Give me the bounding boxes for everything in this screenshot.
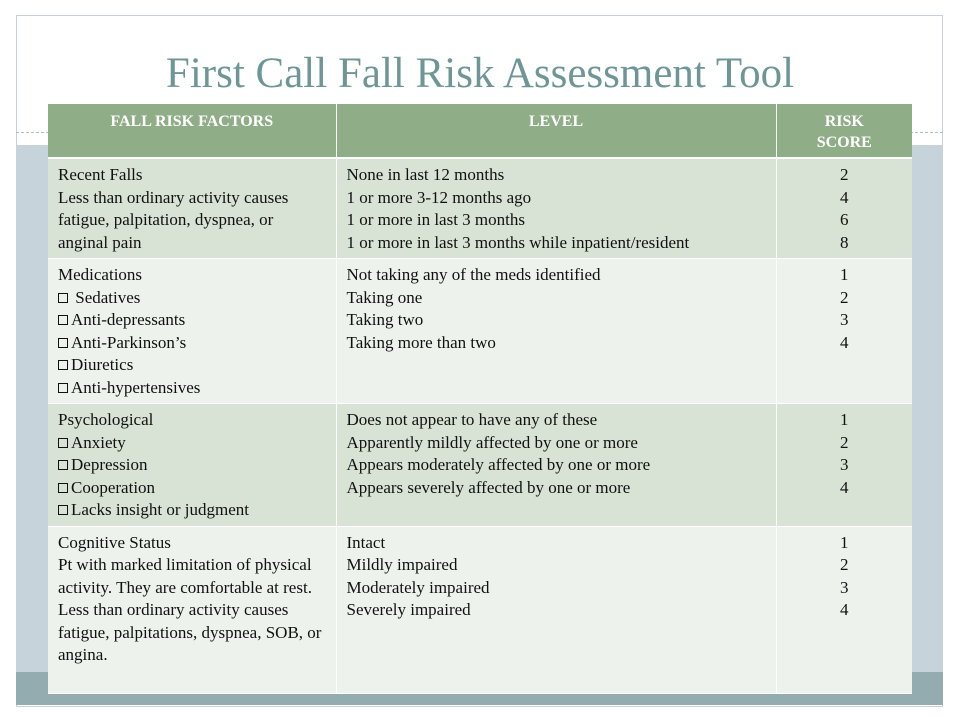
risk-score: 4 xyxy=(840,600,849,619)
risk-score: 1 xyxy=(840,410,849,429)
table-header-row: FALL RISK FACTORS LEVEL RISK SCORE xyxy=(48,104,912,159)
factor-title: Psychological xyxy=(58,410,154,429)
level-option: Mildly impaired xyxy=(346,555,458,574)
risk-score: 3 xyxy=(840,455,849,474)
table-row: Medications Sedatives Anti-depressants A… xyxy=(48,258,912,404)
risk-score: 1 xyxy=(840,532,849,552)
level-option: 1 or more in last 3 months xyxy=(346,210,525,229)
score-cell: 2 4 6 8 xyxy=(776,158,912,259)
level-option: None in last 12 months xyxy=(346,165,505,184)
level-option: Severely impaired xyxy=(346,600,471,619)
checkbox-icon xyxy=(58,292,68,303)
risk-score: 3 xyxy=(840,310,849,329)
checkbox-icon xyxy=(58,337,68,348)
risk-score: 3 xyxy=(840,577,849,597)
table-row: Psychological Anxiety Depression Coopera… xyxy=(48,403,912,527)
checkbox-icon xyxy=(58,482,68,493)
factor-title: Cognitive Status xyxy=(58,532,171,552)
factor-cell: Cognitive Status Pt with marked limitati… xyxy=(48,526,337,694)
risk-score: 2 xyxy=(840,432,849,452)
level-cell: Intact Mildly impaired Moderately impair… xyxy=(336,526,777,694)
factor-title: Recent Falls xyxy=(58,165,143,184)
level-option: 1 or more 3-12 months ago xyxy=(346,187,532,207)
factor-title: Medications xyxy=(58,265,143,284)
factor-item: Anti-Parkinson’s xyxy=(58,332,326,355)
factor-description: Pt with marked limitation of physical ac… xyxy=(58,555,322,664)
risk-score: 2 xyxy=(840,555,849,574)
header-fall-risk-factors: FALL RISK FACTORS xyxy=(48,104,337,159)
table-row: Recent Falls Less than ordinary activity… xyxy=(48,158,912,259)
factor-item: Anti-depressants xyxy=(58,309,326,332)
level-option: Taking one xyxy=(346,287,423,307)
risk-score: 4 xyxy=(840,187,849,207)
factor-item: Anti-hypertensives xyxy=(58,377,326,400)
factor-item: Cooperation xyxy=(58,477,326,500)
factor-item: Diuretics xyxy=(58,354,326,377)
level-cell: Not taking any of the meds identified Ta… xyxy=(336,258,777,404)
risk-score: 4 xyxy=(840,332,849,352)
checkbox-icon xyxy=(58,315,68,325)
table-row: Cognitive Status Pt with marked limitati… xyxy=(48,526,912,694)
checkbox-icon xyxy=(58,460,68,470)
level-option: Appears severely affected by one or more xyxy=(346,477,631,497)
risk-score: 4 xyxy=(840,477,849,497)
risk-score: 2 xyxy=(840,287,849,307)
level-option: Intact xyxy=(346,532,386,552)
factor-cell: Medications Sedatives Anti-depressants A… xyxy=(48,258,337,404)
fall-risk-table: FALL RISK FACTORS LEVEL RISK SCORE Recen… xyxy=(48,104,912,694)
level-option: Not taking any of the meds identified xyxy=(346,265,601,284)
header-risk-score: RISK SCORE xyxy=(776,104,912,159)
checkbox-icon xyxy=(58,505,68,515)
level-option: Taking two xyxy=(346,310,424,329)
factor-description: Less than ordinary activity causes fatig… xyxy=(58,187,289,252)
risk-score: 1 xyxy=(840,265,849,284)
checkbox-icon xyxy=(58,360,68,370)
level-option: 1 or more in last 3 months while inpatie… xyxy=(346,232,690,252)
risk-score: 6 xyxy=(840,210,849,229)
factor-cell: Recent Falls Less than ordinary activity… xyxy=(48,158,337,259)
score-cell: 1 2 3 4 xyxy=(776,403,912,527)
factor-cell: Psychological Anxiety Depression Coopera… xyxy=(48,403,337,527)
level-cell: Does not appear to have any of these App… xyxy=(336,403,777,527)
factor-item: Lacks insight or judgment xyxy=(58,499,326,522)
level-option: Apparently mildly affected by one or mor… xyxy=(346,432,638,452)
level-option: Moderately impaired xyxy=(346,577,490,597)
score-cell: 1 2 3 4 xyxy=(776,258,912,404)
level-option: Taking more than two xyxy=(346,332,496,352)
factor-item: Sedatives xyxy=(58,287,326,310)
factor-item: Anxiety xyxy=(58,432,326,455)
risk-score: 8 xyxy=(840,232,849,252)
level-option: Does not appear to have any of these xyxy=(346,410,598,429)
header-level: LEVEL xyxy=(336,104,777,159)
checkbox-icon xyxy=(58,382,68,393)
checkbox-icon xyxy=(58,437,68,448)
risk-score: 2 xyxy=(840,165,849,184)
level-cell: None in last 12 months 1 or more 3-12 mo… xyxy=(336,158,777,259)
slide-title: First Call Fall Risk Assessment Tool xyxy=(165,50,795,97)
score-cell: 1 2 3 4 xyxy=(776,526,912,694)
factor-item: Depression xyxy=(58,454,326,477)
level-option: Appears moderately affected by one or mo… xyxy=(346,455,651,474)
